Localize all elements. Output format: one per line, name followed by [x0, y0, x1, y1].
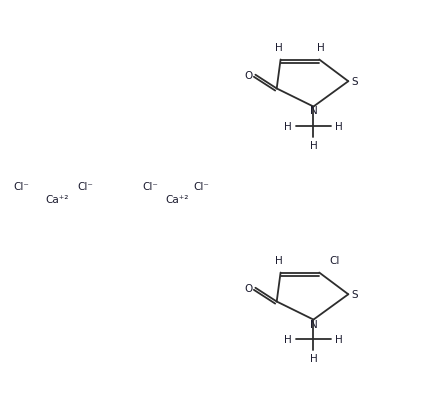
Text: S: S: [351, 290, 358, 300]
Text: Cl: Cl: [329, 255, 339, 265]
Text: H: H: [275, 256, 283, 265]
Text: Cl⁻: Cl⁻: [142, 182, 158, 191]
Text: Cl⁻: Cl⁻: [77, 182, 93, 191]
Text: Cl⁻: Cl⁻: [13, 182, 29, 191]
Text: H: H: [335, 122, 343, 132]
Text: N: N: [310, 106, 317, 116]
Text: H: H: [310, 353, 317, 363]
Text: Cl⁻: Cl⁻: [194, 182, 209, 191]
Text: H: H: [284, 122, 292, 132]
Text: Ca⁺²: Ca⁺²: [45, 194, 68, 204]
Text: O: O: [244, 283, 252, 293]
Text: H: H: [275, 43, 283, 53]
Text: H: H: [284, 335, 292, 344]
Text: H: H: [335, 335, 343, 344]
Text: Ca⁺²: Ca⁺²: [166, 194, 189, 204]
Text: H: H: [310, 141, 317, 151]
Text: N: N: [310, 319, 317, 329]
Text: H: H: [317, 43, 325, 53]
Text: S: S: [351, 77, 358, 87]
Text: O: O: [244, 71, 252, 81]
